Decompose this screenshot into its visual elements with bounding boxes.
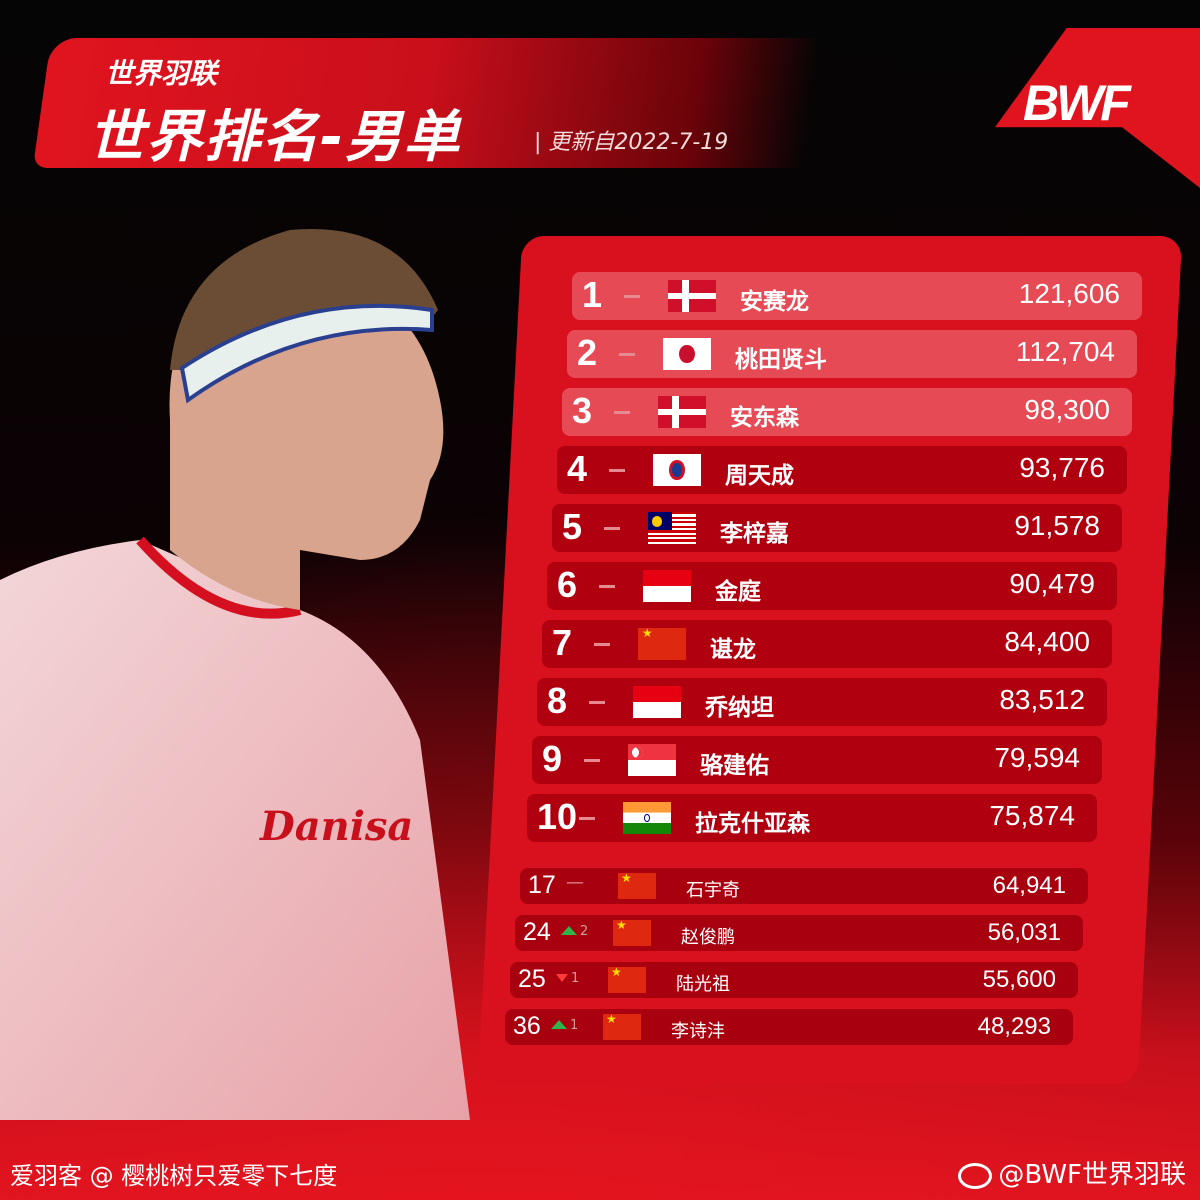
points: 79,594 <box>994 742 1080 773</box>
no-change-icon <box>624 295 640 298</box>
rank: 2 <box>577 332 598 373</box>
points: 93,776 <box>1019 452 1105 483</box>
ranking-row: 5 李梓嘉 91,578 <box>552 504 1122 552</box>
rank: 8 <box>547 680 568 721</box>
flag-china-icon: ★ <box>638 628 686 660</box>
player-name: 李梓嘉 <box>720 521 789 547</box>
ranking-row: 1 安赛龙 121,606 <box>572 272 1142 320</box>
player-name: 陆光祖 <box>676 974 730 995</box>
flag-malaysia-icon <box>648 512 696 544</box>
flag-china-icon: ★ <box>618 873 656 899</box>
rank-change: 2 <box>561 924 588 939</box>
ranking-row-other: 24 2 ★ 赵俊鹏 56,031 <box>515 915 1083 951</box>
player-name: 乔纳坦 <box>705 695 774 721</box>
points: 75,874 <box>989 800 1075 831</box>
no-change-icon <box>619 353 635 356</box>
no-change-icon <box>604 527 620 530</box>
flag-china-icon: ★ <box>608 967 646 993</box>
player-name: 周天成 <box>725 463 794 489</box>
player-name: 安赛龙 <box>740 289 809 315</box>
rank: 7 <box>552 622 573 663</box>
flag-denmark-icon <box>668 280 716 312</box>
flag-indonesia-icon <box>643 570 691 602</box>
rank: 24 <box>523 918 551 946</box>
no-change-icon <box>599 585 615 588</box>
no-change-icon <box>609 469 625 472</box>
page-title: 世界排名-男单 <box>88 105 462 170</box>
player-name: 桃田贤斗 <box>735 347 827 373</box>
rank: 1 <box>582 274 603 315</box>
player-name: 金庭 <box>715 579 761 605</box>
ranking-row-other: 17 — ★ 石宇奇 64,941 <box>520 868 1088 904</box>
rank: 5 <box>562 506 583 547</box>
ranking-row: 2 桃田贤斗 112,704 <box>567 330 1137 378</box>
rank: 6 <box>557 564 578 605</box>
points: 56,031 <box>987 919 1061 946</box>
flag-chinese-taipei-icon <box>653 454 701 486</box>
ranking-row: 3 安东森 98,300 <box>562 388 1132 436</box>
player-name: 安东森 <box>730 405 799 431</box>
no-change-icon: — <box>566 872 584 893</box>
ranking-row: 7 ★ 谌龙 84,400 <box>542 620 1112 668</box>
arrow-up-icon <box>551 1020 567 1029</box>
flag-india-icon <box>623 802 671 834</box>
points: 64,941 <box>992 872 1066 899</box>
player-name: 石宇奇 <box>686 880 740 901</box>
rank: 17 <box>528 871 556 899</box>
rank: 36 <box>513 1012 541 1040</box>
no-change-icon <box>589 701 605 704</box>
flag-china-icon: ★ <box>603 1014 641 1040</box>
no-change-icon <box>614 411 630 414</box>
ranking-row: 8 乔纳坦 83,512 <box>537 678 1107 726</box>
player-name: 拉克什亚森 <box>695 811 810 837</box>
points: 91,578 <box>1014 510 1100 541</box>
arrow-down-icon <box>556 974 568 982</box>
ranking-row: 6 金庭 90,479 <box>547 562 1117 610</box>
ranking-row: 10 拉克什亚森 75,874 <box>527 794 1097 842</box>
points: 84,400 <box>1004 626 1090 657</box>
ranking-row-other: 36 1 ★ 李诗沣 48,293 <box>505 1009 1073 1045</box>
ranking-row: 4 周天成 93,776 <box>557 446 1127 494</box>
points: 83,512 <box>999 684 1085 715</box>
footer-credit: 爱羽客 @ 樱桃树只爱零下七度 <box>10 1162 338 1190</box>
rank: 9 <box>542 738 563 779</box>
points: 48,293 <box>977 1013 1051 1040</box>
rank: 25 <box>518 965 546 993</box>
no-change-icon <box>594 643 610 646</box>
points: 55,600 <box>982 966 1056 993</box>
points: 90,479 <box>1009 568 1095 599</box>
rank-change: 1 <box>551 1018 578 1033</box>
rank: 3 <box>572 390 593 431</box>
points: 121,606 <box>1018 278 1120 309</box>
footer-source: @BWF世界羽联 <box>958 1154 1186 1191</box>
player-photo: Danisa <box>0 229 470 1120</box>
rank-change: 1 <box>556 971 579 986</box>
player-name: 谌龙 <box>710 637 756 663</box>
flag-indonesia-icon <box>633 686 681 718</box>
points: 98,300 <box>1024 394 1110 425</box>
header-subtitle: 世界羽联 <box>105 57 218 90</box>
player-name: 骆建佑 <box>700 753 769 779</box>
flag-singapore-icon <box>628 744 676 776</box>
update-date: | 更新自2022-7-19 <box>534 130 729 155</box>
ranking-row: 9 骆建佑 79,594 <box>532 736 1102 784</box>
flag-denmark-icon <box>658 396 706 428</box>
rank: 4 <box>567 448 588 489</box>
no-change-icon <box>579 817 595 820</box>
ranking-row-other: 25 1 ★ 陆光祖 55,600 <box>510 962 1078 998</box>
no-change-icon <box>584 759 600 762</box>
player-name: 赵俊鹏 <box>681 927 735 948</box>
player-name: 李诗沣 <box>671 1021 725 1042</box>
points: 112,704 <box>1015 336 1115 367</box>
weibo-icon <box>958 1162 993 1189</box>
flag-japan-icon <box>663 338 711 370</box>
shirt-sponsor-logo: Danisa <box>259 803 413 850</box>
arrow-up-icon <box>561 926 577 935</box>
rank: 10 <box>537 796 578 837</box>
flag-china-icon: ★ <box>613 920 651 946</box>
